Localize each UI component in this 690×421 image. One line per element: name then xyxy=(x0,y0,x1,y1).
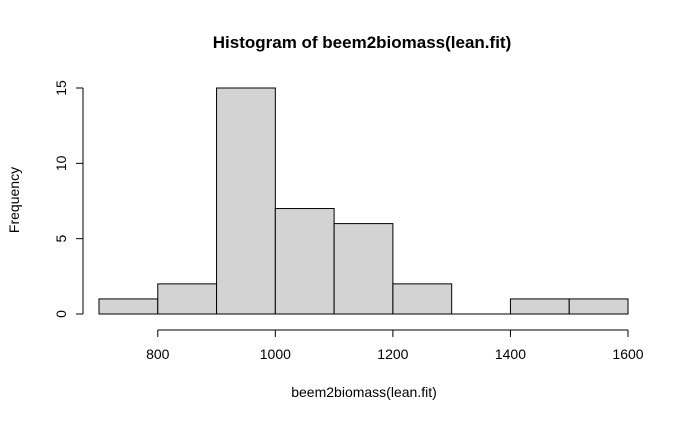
histogram-bar-1000-1100 xyxy=(274,208,335,315)
y-axis: 0 5 10 15 xyxy=(53,80,84,318)
histogram-bar-900-1000 xyxy=(216,87,276,315)
x-tick-label-1600: 1600 xyxy=(612,346,643,362)
histogram-bar-1400-1500 xyxy=(509,298,570,315)
histogram-bar-700-800 xyxy=(98,298,159,315)
y-tick-label-10: 10 xyxy=(53,155,69,171)
histogram-bar-1100-1200 xyxy=(333,223,394,315)
y-axis-label: Frequency xyxy=(6,167,22,233)
y-tick-label-0: 0 xyxy=(53,310,69,318)
x-axis-label: beem2biomass(lean.fit) xyxy=(291,384,437,400)
histogram-bar-1200-1300 xyxy=(392,283,453,315)
y-tick-label-5: 5 xyxy=(53,235,69,243)
histogram-bar-800-900 xyxy=(157,283,218,315)
x-tick-label-1000: 1000 xyxy=(260,346,291,362)
x-axis: 800 1000 1200 1400 1600 xyxy=(146,329,644,362)
x-tick-label-1200: 1200 xyxy=(377,346,408,362)
histogram-bar-1500-1600 xyxy=(568,298,629,315)
chart-title: Histogram of beem2biomass(lean.fit) xyxy=(213,33,512,52)
x-tick-label-800: 800 xyxy=(146,346,170,362)
x-tick-label-1400: 1400 xyxy=(495,346,526,362)
bars-group xyxy=(98,87,629,315)
y-tick-label-15: 15 xyxy=(53,80,69,96)
